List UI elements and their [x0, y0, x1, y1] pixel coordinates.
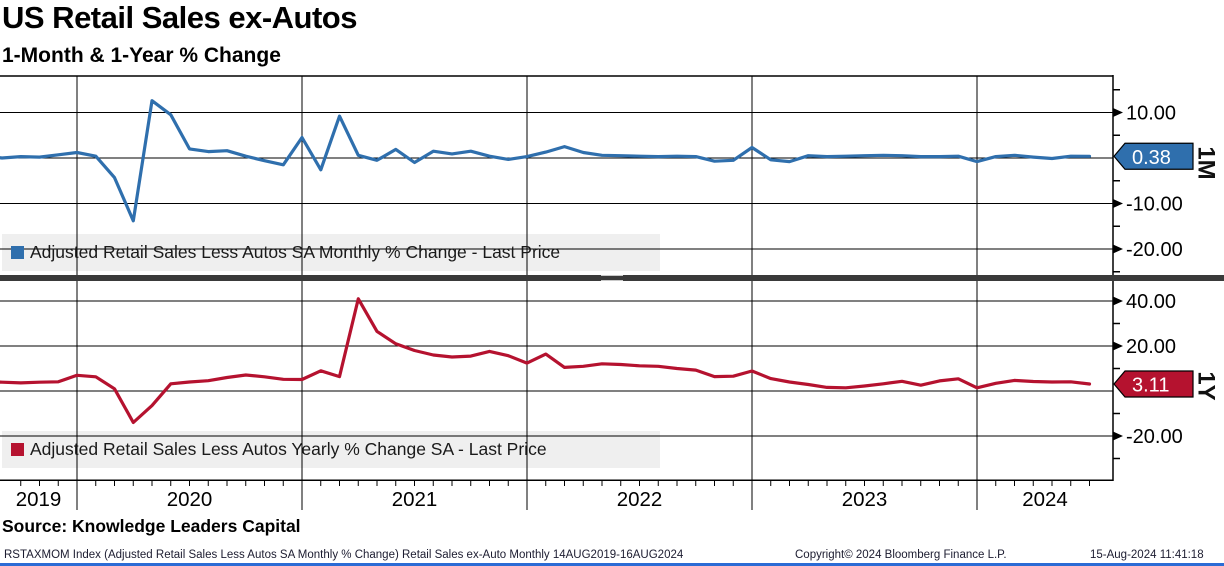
- divider-grip-icon[interactable]: [601, 275, 623, 281]
- year-label: 2020: [167, 488, 213, 511]
- panel-divider[interactable]: [0, 275, 1224, 281]
- footer-timestamp: 15-Aug-2024 11:41:18: [1090, 549, 1204, 561]
- year-label: 2024: [1022, 488, 1068, 511]
- series-line-1m: [0, 99, 1092, 223]
- legend-1m-marker-icon: [11, 246, 24, 259]
- y-tick-arrow-icon: [1113, 296, 1123, 306]
- footer: RSTAXMOM Index (Adjusted Retail Sales Le…: [0, 549, 1224, 563]
- page-subtitle: 1-Month & 1-Year % Change: [2, 44, 281, 67]
- legend-1m-background: [2, 234, 660, 271]
- page-title: US Retail Sales ex-Autos: [2, 0, 357, 35]
- last-price-badge-1y[interactable]: 3.11: [1113, 370, 1194, 398]
- panel-axis-label-1y: 1Y: [1193, 371, 1220, 400]
- footer-copyright: Copyright© 2024 Bloomberg Finance L.P.: [795, 549, 1007, 561]
- year-label: 2021: [392, 488, 438, 511]
- legend-1y-background: [2, 431, 660, 468]
- x-axis: 2019 2020 2021 2022 2023 2024: [16, 481, 1090, 511]
- legend-1y[interactable]: Adjusted Retail Sales Less Autos Yearly …: [2, 431, 660, 468]
- y-tick-arrow-icon: [1113, 431, 1123, 441]
- series-line-1y: [0, 297, 1092, 425]
- source-line: Source: Knowledge Leaders Capital: [2, 516, 301, 536]
- svg-text:3.11: 3.11: [1132, 375, 1169, 397]
- year-label: 2019: [16, 488, 62, 511]
- legend-1y-marker-icon: [11, 443, 24, 456]
- last-price-badge-1m[interactable]: 0.38: [1113, 142, 1194, 170]
- footer-ticker-info: RSTAXMOM Index (Adjusted Retail Sales Le…: [4, 549, 684, 561]
- legend-1m[interactable]: Adjusted Retail Sales Less Autos SA Mont…: [2, 234, 660, 271]
- y-tick-arrow-icon: [1113, 199, 1123, 208]
- y-tick-label: 10.00: [1126, 103, 1176, 125]
- y-tick-label: 40.00: [1126, 291, 1176, 313]
- y-tick-label: -20.00: [1126, 426, 1183, 448]
- y-tick-label: -10.00: [1126, 194, 1183, 216]
- y-tick-label: -20.00: [1126, 239, 1183, 261]
- legend-1y-label: Adjusted Retail Sales Less Autos Yearly …: [30, 439, 547, 459]
- year-label: 2022: [617, 488, 663, 511]
- y-tick-arrow-icon: [1113, 244, 1123, 254]
- y-tick-arrow-icon: [1113, 108, 1123, 117]
- window-bottom-border: [0, 563, 1224, 566]
- legend-1m-label: Adjusted Retail Sales Less Autos SA Mont…: [30, 242, 561, 262]
- year-label: 2023: [842, 488, 888, 511]
- panel-axis-label-1m: 1M: [1193, 146, 1220, 179]
- y-tick-label: 20.00: [1126, 336, 1176, 358]
- y-tick-arrow-icon: [1113, 341, 1123, 351]
- svg-text:0.38: 0.38: [1132, 147, 1171, 169]
